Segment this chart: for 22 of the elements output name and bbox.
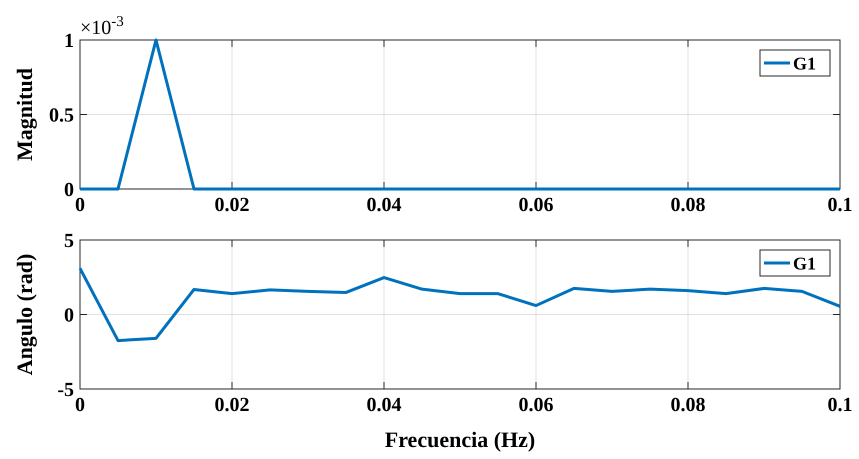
y-tick-label: 0.5 [49, 104, 74, 126]
x-tick-label: 0.06 [518, 194, 554, 216]
x-tick-label: 0.1 [828, 394, 852, 416]
text: ×10$^{-3}$ [80, 14, 124, 39]
x-tick-label: 0.04 [366, 394, 402, 416]
y-tick-label: 5 [64, 230, 74, 252]
legend-label: G1 [793, 53, 816, 74]
y-tick-label: 1 [64, 30, 74, 52]
x-tick-label: 0.08 [670, 194, 706, 216]
y-tick-label: 0 [64, 304, 74, 326]
y-tick-label: -5 [57, 379, 74, 401]
x-tick-label: 0.04 [366, 194, 402, 216]
x-tick-label: 0.1 [828, 194, 852, 216]
x-tick-label: 0.02 [214, 194, 250, 216]
y-axis-title: Angulo (rad) [12, 254, 37, 376]
x-tick-label: 0.08 [670, 394, 706, 416]
y-axis-title: Magnitud [12, 68, 37, 161]
x-tick-label: 0.02 [214, 394, 250, 416]
x-axis-title: Frecuencia (Hz) [384, 427, 536, 452]
legend-label: G1 [793, 253, 816, 274]
x-tick-label: 0.06 [518, 394, 554, 416]
y-tick-label: 0 [64, 179, 74, 201]
